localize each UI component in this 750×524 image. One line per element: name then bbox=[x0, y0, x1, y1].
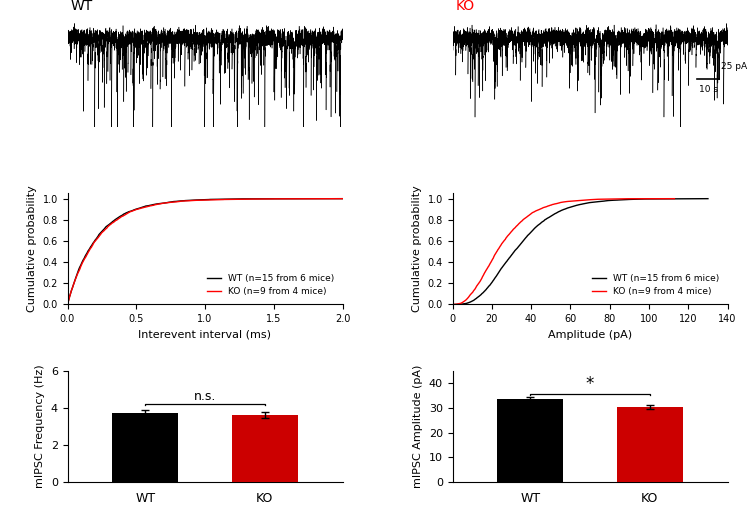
Text: WT: WT bbox=[70, 0, 92, 14]
Text: 10 s: 10 s bbox=[699, 85, 718, 94]
Text: KO: KO bbox=[455, 0, 475, 14]
Text: *: * bbox=[586, 375, 594, 393]
X-axis label: Interevent interval (ms): Interevent interval (ms) bbox=[139, 330, 272, 340]
Y-axis label: Cumulative probability: Cumulative probability bbox=[412, 185, 422, 312]
Y-axis label: mIPSC Amplitude (pA): mIPSC Amplitude (pA) bbox=[413, 365, 423, 488]
Bar bbox=[497, 399, 563, 482]
Bar bbox=[617, 407, 682, 482]
Y-axis label: mIPSC Frequency (Hz): mIPSC Frequency (Hz) bbox=[35, 365, 45, 488]
Legend: WT (n=15 from 6 mice), KO (n=9 from 4 mice): WT (n=15 from 6 mice), KO (n=9 from 4 mi… bbox=[589, 270, 723, 300]
Bar bbox=[232, 415, 298, 482]
Legend: WT (n=15 from 6 mice), KO (n=9 from 4 mice): WT (n=15 from 6 mice), KO (n=9 from 4 mi… bbox=[204, 270, 338, 300]
Y-axis label: Cumulative probability: Cumulative probability bbox=[27, 185, 37, 312]
X-axis label: Amplitude (pA): Amplitude (pA) bbox=[548, 330, 632, 340]
Bar bbox=[112, 413, 178, 482]
Text: n.s.: n.s. bbox=[194, 390, 216, 403]
Text: 25 pA: 25 pA bbox=[721, 62, 747, 71]
